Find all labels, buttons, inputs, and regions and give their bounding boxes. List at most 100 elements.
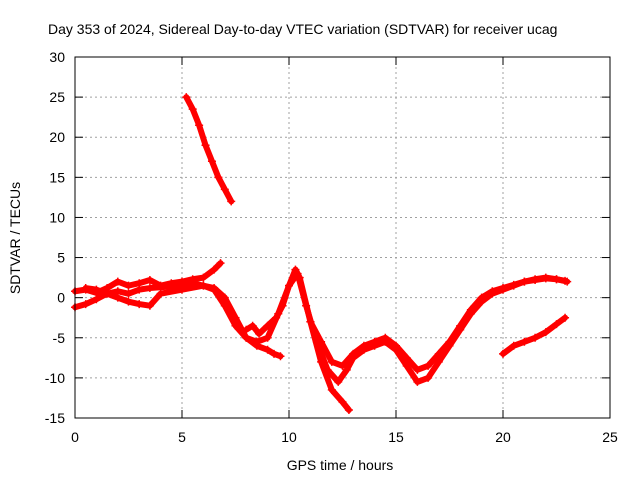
data-point — [227, 197, 236, 206]
data-point — [509, 280, 518, 289]
data-point — [263, 345, 272, 354]
data-point — [135, 285, 144, 294]
data-point — [466, 305, 475, 314]
series-trace — [183, 94, 235, 205]
x-tick-label: 25 — [602, 429, 618, 445]
x-tick-label: 0 — [71, 429, 79, 445]
data-point — [92, 285, 101, 294]
data-point — [445, 337, 454, 346]
data-point — [195, 121, 204, 130]
data-point — [201, 141, 210, 150]
data-point — [561, 313, 570, 322]
y-tick-label: 10 — [49, 209, 65, 225]
data-point — [488, 287, 497, 296]
data-point — [210, 265, 219, 274]
y-tick-label: -10 — [45, 370, 65, 386]
data-point — [477, 293, 486, 302]
data-point — [124, 297, 133, 306]
series-trace-c — [81, 281, 285, 361]
data-point — [156, 289, 165, 298]
data-point — [263, 333, 272, 342]
data-point — [344, 405, 353, 414]
data-point — [306, 317, 315, 326]
data-point — [81, 300, 90, 309]
data-point — [520, 277, 529, 286]
y-tick-label: 20 — [49, 129, 65, 145]
data-point — [242, 325, 251, 334]
data-point — [334, 377, 343, 386]
x-tick-label: 20 — [495, 429, 511, 445]
data-point — [338, 361, 347, 370]
data-point — [248, 321, 257, 330]
data-point — [552, 275, 561, 284]
data-point — [413, 365, 422, 374]
data-point — [182, 93, 191, 102]
data-point — [242, 333, 251, 342]
x-axis-title: GPS time / hours — [287, 457, 394, 473]
data-point — [188, 105, 197, 114]
y-tick-label: 5 — [57, 250, 65, 266]
data-point — [402, 353, 411, 362]
data-point — [81, 284, 90, 293]
data-point — [199, 273, 208, 282]
y-tick-label: -15 — [45, 410, 65, 426]
data-point — [103, 289, 112, 298]
x-tick-label: 5 — [178, 429, 186, 445]
data-point — [561, 276, 570, 285]
data-point — [124, 289, 133, 298]
data-point — [210, 284, 219, 293]
y-axis-title: SDTVAR / TECUs — [7, 182, 23, 294]
data-point — [456, 321, 465, 330]
data-point — [124, 281, 133, 290]
data-point — [145, 301, 154, 310]
data-point — [255, 329, 264, 338]
data-point — [220, 293, 229, 302]
tick-labels: -15 -10 -5 0 5 10 15 20 25 30 0 5 10 15 20 25 — [45, 49, 618, 445]
y-tick-label: 30 — [49, 49, 65, 65]
series-trace-f — [182, 93, 236, 206]
data-point — [370, 337, 379, 346]
data-point — [392, 341, 400, 350]
data-point — [434, 349, 443, 358]
series-layer — [71, 93, 572, 414]
x-tick-label: 10 — [281, 429, 297, 445]
y-tick-label: 0 — [57, 290, 65, 306]
data-point — [541, 274, 550, 283]
data-point — [145, 284, 154, 293]
data-point — [509, 341, 518, 350]
x-tick-label: 15 — [388, 429, 404, 445]
data-point — [293, 269, 302, 278]
data-point — [278, 301, 287, 310]
data-point — [92, 295, 101, 304]
data-point — [199, 281, 208, 290]
y-tick-label: -5 — [53, 330, 66, 346]
data-point — [178, 285, 186, 294]
data-point — [402, 361, 411, 370]
data-point — [302, 301, 311, 310]
data-point — [113, 277, 122, 286]
data-point — [113, 293, 122, 302]
data-point — [145, 276, 154, 285]
data-point — [531, 333, 540, 342]
data-point — [272, 313, 281, 322]
data-point — [424, 373, 433, 382]
data-point — [327, 385, 336, 394]
data-point — [499, 349, 507, 358]
data-point — [214, 173, 223, 182]
data-point — [220, 185, 229, 194]
series-trace-e — [306, 274, 570, 374]
data-point — [499, 284, 507, 293]
data-point — [413, 377, 422, 386]
y-tick-label: 25 — [49, 89, 65, 105]
data-point — [252, 341, 261, 350]
data-point — [276, 352, 285, 361]
data-point — [520, 337, 529, 346]
grid — [75, 57, 610, 418]
data-point — [323, 365, 332, 374]
data-point — [349, 349, 358, 358]
data-point — [135, 300, 144, 309]
data-point — [424, 361, 433, 370]
data-point — [359, 341, 368, 350]
